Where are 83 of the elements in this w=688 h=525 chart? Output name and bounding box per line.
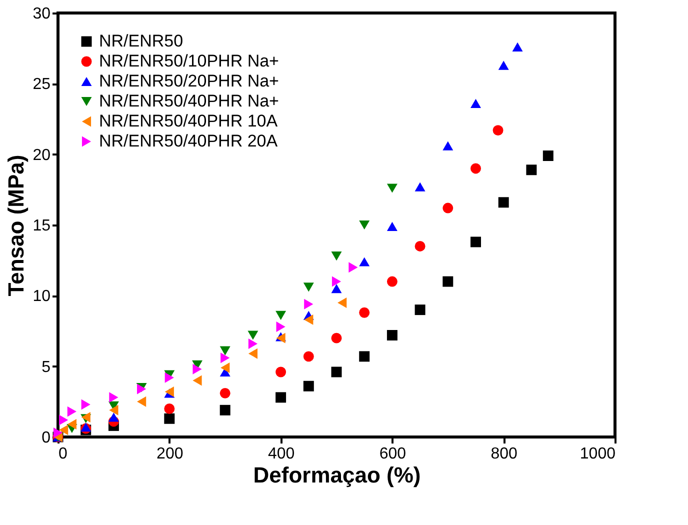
y-tick-label: 0 xyxy=(42,430,51,446)
point xyxy=(59,424,68,436)
legend-label: NR/ENR50 xyxy=(99,32,184,50)
point xyxy=(248,348,258,359)
point xyxy=(192,364,202,374)
point xyxy=(81,399,90,410)
point xyxy=(331,366,342,378)
point xyxy=(442,276,454,287)
y-tick-label: 10 xyxy=(32,288,51,306)
x-tick-label: 200 xyxy=(156,446,184,462)
point xyxy=(248,338,258,349)
point xyxy=(359,220,370,230)
point xyxy=(359,351,370,362)
point xyxy=(414,240,426,252)
point xyxy=(442,202,454,214)
point xyxy=(108,412,119,422)
point xyxy=(109,392,118,403)
point xyxy=(67,406,76,417)
point xyxy=(164,372,174,383)
x-tick-label: 800 xyxy=(490,446,518,462)
point xyxy=(276,310,286,320)
point xyxy=(303,351,314,362)
point xyxy=(386,330,398,340)
point xyxy=(414,182,426,192)
point xyxy=(498,197,509,208)
x-tick-label: 400 xyxy=(268,446,295,462)
y-tick-label: 15 xyxy=(32,218,51,234)
point xyxy=(386,276,398,287)
point xyxy=(332,276,342,287)
point xyxy=(220,404,230,416)
point xyxy=(338,297,347,308)
point xyxy=(276,366,286,378)
y-tick-label: 20 xyxy=(32,146,51,164)
point xyxy=(220,346,230,356)
point xyxy=(442,141,454,150)
point xyxy=(59,414,68,426)
point xyxy=(220,362,230,373)
point xyxy=(386,184,398,193)
point xyxy=(470,98,481,108)
point xyxy=(526,164,537,176)
legend-label: NR/ENR50/40PHR 20A xyxy=(99,132,278,150)
point xyxy=(67,419,76,430)
point xyxy=(303,282,314,292)
point xyxy=(542,150,554,161)
point xyxy=(331,332,342,344)
point xyxy=(414,304,426,316)
y-tick-label: 30 xyxy=(32,6,51,22)
x-axis-title: Deformaçao (%) xyxy=(253,462,421,488)
x-tick-label: 600 xyxy=(379,446,406,462)
point xyxy=(359,257,370,266)
point xyxy=(137,396,146,407)
x-tick-label: 1000 xyxy=(580,446,616,462)
point xyxy=(512,42,523,52)
point xyxy=(498,60,509,70)
point xyxy=(220,388,230,398)
point xyxy=(276,392,286,403)
legend-label: NR/ENR50/10PHR Na+ xyxy=(99,52,280,70)
point xyxy=(276,322,286,332)
point xyxy=(81,412,90,422)
y-axis-title: Tensao (MPa) xyxy=(4,154,29,296)
point xyxy=(470,236,481,248)
point xyxy=(331,252,342,261)
point xyxy=(303,380,314,392)
point xyxy=(109,404,118,416)
point xyxy=(386,222,398,231)
x-tick-label: 0 xyxy=(58,446,68,462)
point xyxy=(192,375,202,386)
point xyxy=(331,284,342,294)
y-tick-label: 25 xyxy=(32,76,51,94)
point xyxy=(164,404,175,414)
point xyxy=(304,314,314,325)
point xyxy=(220,352,230,364)
y-tick-label: 5 xyxy=(42,358,51,376)
point xyxy=(248,330,258,340)
point xyxy=(304,298,314,310)
legend-label: NR/ENR50/40PHR Na+ xyxy=(99,92,280,110)
legend-label: NR/ENR50/20PHR Na+ xyxy=(99,72,280,90)
legend-label: NR/ENR50/40PHR 10A xyxy=(99,112,278,130)
point xyxy=(470,163,481,174)
point xyxy=(492,125,504,136)
point xyxy=(359,307,370,318)
point xyxy=(164,413,175,424)
point xyxy=(348,262,358,273)
